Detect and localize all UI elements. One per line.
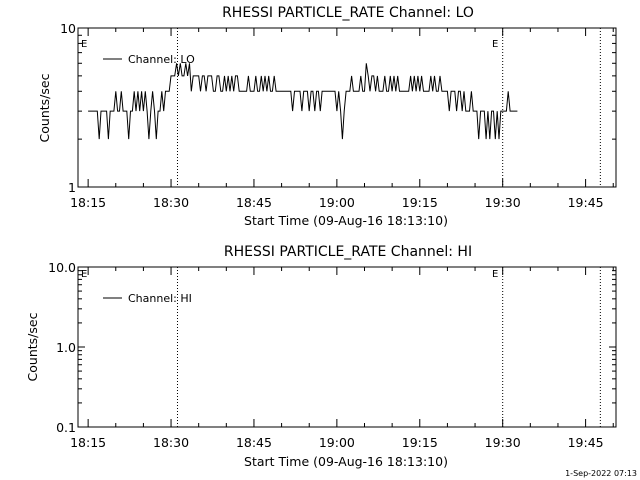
lo-x-tick-label: 19:00 <box>319 195 355 210</box>
hi-x-tick-label: 19:30 <box>485 435 521 450</box>
hi-x-tick-label: 18:30 <box>153 435 189 450</box>
hi-x-axis-label: Start Time (09-Aug-16 18:13:10) <box>244 454 448 469</box>
lo-x-tick-label: 18:45 <box>236 195 272 210</box>
hi-plot-area: 0.1 1.0 10.0 18:15 18:30 18:45 19:00 19:15 19:30… <box>48 260 617 450</box>
hi-x-tick-label: 18:45 <box>236 435 272 450</box>
hi-channel-panel: RHESSI PARTICLE_RATE Channel: HI Start T… <box>25 244 617 469</box>
lo-x-tick-label: 19:15 <box>402 195 438 210</box>
hi-y-tick-label: 10.0 <box>48 260 76 275</box>
lo-x-tick-label: 19:30 <box>485 195 521 210</box>
lo-chart-title: RHESSI PARTICLE_RATE Channel: LO <box>222 5 474 21</box>
hi-event-marker-end: E <box>492 269 498 280</box>
hi-x-tick-label: 19:15 <box>402 435 438 450</box>
lo-y-tick-label: 1 <box>68 180 76 195</box>
hi-event-marker-start: E <box>81 269 87 280</box>
lo-legend-label: Channel: LO <box>128 53 195 66</box>
lo-plot-frame <box>77 27 617 188</box>
lo-series-line <box>88 63 518 140</box>
lo-y-tick-label: 10 <box>60 21 76 36</box>
hi-x-tick-label: 19:45 <box>568 435 604 450</box>
hi-x-tick-label: 18:15 <box>70 435 106 450</box>
lo-x-tick-label: 19:45 <box>568 195 604 210</box>
hi-legend: Channel: HI <box>103 292 192 305</box>
hi-y-tick-label: 1.0 <box>56 340 76 355</box>
lo-y-axis-label: Counts/sec <box>37 73 52 142</box>
lo-x-tick-label: 18:30 <box>153 195 189 210</box>
hi-y-axis-label: Counts/sec <box>25 312 40 381</box>
lo-x-tick-label: 18:15 <box>70 195 106 210</box>
hi-chart-title: RHESSI PARTICLE_RATE Channel: HI <box>224 244 472 260</box>
lo-event-marker-end: E <box>492 39 498 50</box>
lo-event-marker-start: E <box>81 39 87 50</box>
hi-legend-label: Channel: HI <box>128 292 192 305</box>
lo-legend: Channel: LO <box>103 53 195 66</box>
hi-x-tick-label: 19:00 <box>319 435 355 450</box>
lo-x-axis-label: Start Time (09-Aug-16 18:13:10) <box>244 213 448 228</box>
lo-channel-panel: RHESSI PARTICLE_RATE Channel: LO Start T… <box>37 5 617 228</box>
generated-timestamp: 1-Sep-2022 07:13 <box>565 469 637 478</box>
hi-y-tick-label: 0.1 <box>56 420 76 435</box>
lo-plot-area: 1 10 18:15 18:30 18:45 19:00 19:15 19:30 19:45 <box>60 21 617 210</box>
